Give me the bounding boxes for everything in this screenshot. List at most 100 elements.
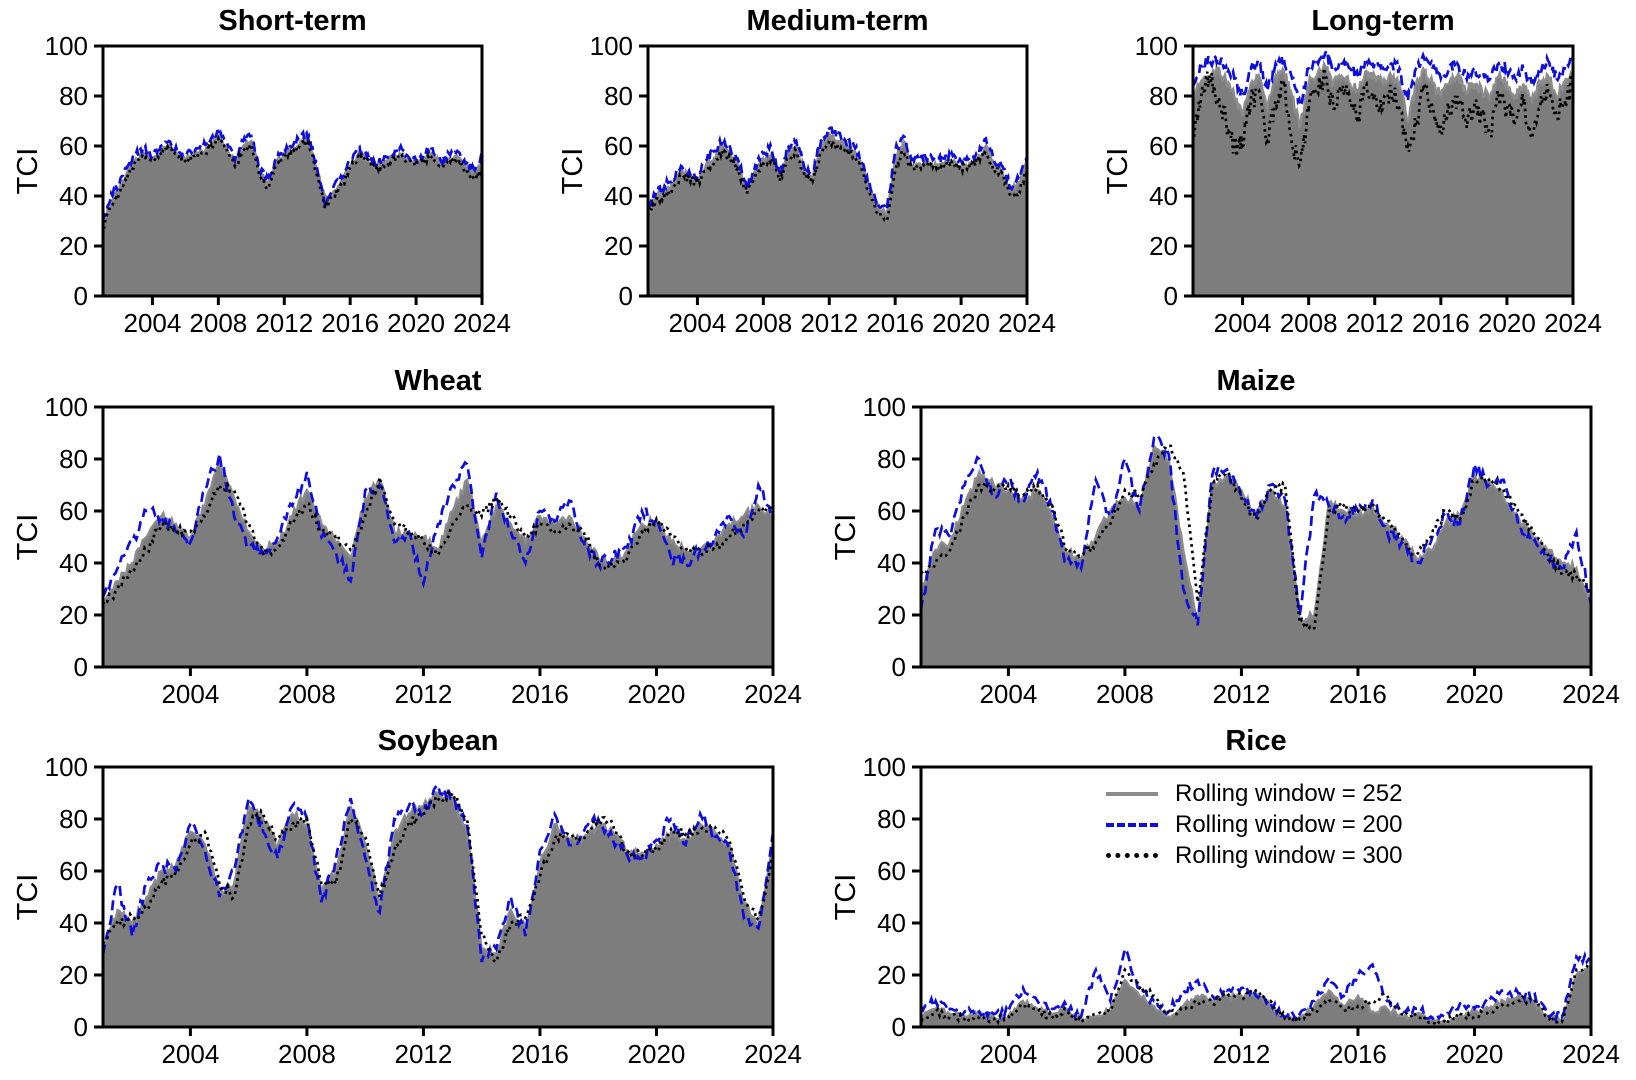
x-tick-label: 2016	[866, 308, 924, 338]
y-tick-label: 40	[604, 181, 633, 211]
series-line-rw200	[1193, 47, 1573, 111]
series-line-rw300	[103, 789, 773, 964]
y-tick-label: 20	[59, 231, 88, 261]
y-tick-label: 40	[1149, 181, 1178, 211]
x-tick-label: 2020	[628, 1039, 686, 1069]
soybean-plot: 0 20 40 60 80 100 2004 2008 2012 2016 2020 2024	[45, 752, 802, 1069]
series-group	[921, 434, 1591, 667]
panel-title: Wheat	[394, 365, 482, 397]
y-tick-label: 80	[877, 804, 906, 834]
y-tick-label: 60	[604, 131, 633, 161]
y-tick-label: 40	[877, 548, 906, 578]
y-tick-label: 40	[877, 908, 906, 938]
series-group	[648, 124, 1027, 296]
x-tick-label: 2008	[1280, 308, 1338, 338]
x-tick-label: 2008	[278, 679, 336, 709]
panel-long-term: Long-term TCI 0 20 40 60 80 100 2004 2008 2012 20…	[1090, 0, 1636, 360]
series-line-rw200	[921, 945, 1591, 1025]
y-tick-label: 80	[59, 81, 88, 111]
y-tick-label: 100	[1135, 31, 1178, 61]
x-tick-label: 2012	[1213, 1039, 1271, 1069]
y-tick-label: 40	[59, 908, 88, 938]
x-tick-label: 2012	[255, 308, 313, 338]
y-tick-label: 100	[45, 392, 88, 422]
series-line-rw300	[921, 444, 1591, 633]
legend-item-rw300: Rolling window = 300	[1106, 840, 1402, 871]
x-tick-label: 2020	[1446, 679, 1504, 709]
panel-short-term: Short-term TCI 0 20 40 60 80 100 2004 2008 2012 2…	[0, 0, 545, 360]
x-tick-label: 2004	[161, 1039, 219, 1069]
series-line-rw200	[648, 124, 1027, 210]
series-area-rw252	[648, 133, 1027, 296]
y-tick-label: 100	[45, 31, 88, 61]
panel-title: Long-term	[1311, 5, 1455, 37]
series-line-rw252	[1193, 60, 1573, 129]
x-tick-label: 2024	[744, 1039, 802, 1069]
y-tick-label: 80	[59, 804, 88, 834]
y-tick-label: 0	[1164, 281, 1178, 311]
y-tick-label: 20	[59, 960, 88, 990]
y-tick-label: 100	[863, 752, 906, 782]
x-tick-label: 2004	[1214, 308, 1272, 338]
series-group	[1193, 47, 1573, 296]
x-tick-label: 2012	[800, 308, 858, 338]
plot-box	[919, 765, 1593, 1029]
series-group	[103, 128, 482, 296]
x-tick-label: 2004	[669, 308, 727, 338]
legend-line-dotted-icon	[1106, 853, 1158, 858]
x-tick-label: 2020	[1446, 1039, 1504, 1069]
plot-box	[101, 405, 775, 669]
x-tick-label: 2008	[189, 308, 247, 338]
y-tick-label: 100	[590, 31, 633, 61]
y-tick-label: 20	[604, 231, 633, 261]
x-tick-label: 2024	[1562, 1039, 1620, 1069]
series-line-rw300	[103, 134, 482, 230]
x-tick-label: 2016	[1329, 1039, 1387, 1069]
x-tick-label: 2004	[979, 679, 1037, 709]
series-line-rw300	[103, 476, 773, 606]
x-tick-label: 2004	[979, 1039, 1037, 1069]
y-tick-label: 60	[59, 496, 88, 526]
wheat-plot: 0 20 40 60 80 100 2004 2008 2012 2016 2020 2024	[45, 392, 802, 709]
y-tick-label: 60	[59, 856, 88, 886]
legend-label: Rolling window = 252	[1175, 779, 1403, 807]
legend-label: Rolling window = 300	[1175, 841, 1403, 869]
series-line-rw252	[103, 461, 773, 604]
x-tick-label: 2012	[1346, 308, 1404, 338]
x-tick-label: 2020	[387, 308, 445, 338]
x-tick-label: 2024	[1562, 679, 1620, 709]
plot-box	[101, 44, 484, 298]
series-group	[921, 945, 1591, 1027]
y-tick-label: 0	[892, 652, 906, 682]
maize-plot: 0 20 40 60 80 100 2004 2008 2012 2016 2020 2024	[863, 392, 1620, 709]
panel-wheat: Wheat TCI 0 20 40 60 80 100 2004 2008 2012 2016 20…	[0, 360, 818, 720]
y-tick-label: 80	[1149, 81, 1178, 111]
x-tick-label: 2020	[932, 308, 990, 338]
x-tick-label: 2016	[511, 679, 569, 709]
panel-title: Soybean	[377, 725, 499, 757]
y-tick-label: 40	[59, 548, 88, 578]
series-area-rw252	[921, 446, 1591, 667]
series-line-rw252	[648, 131, 1027, 217]
panel-title: Rice	[1225, 725, 1287, 757]
series-line-rw200	[103, 782, 773, 963]
long-term-plot: 0 20 40 60 80 100 2004 2008 2012 2016 2020 2024	[1135, 31, 1602, 338]
x-tick-label: 2004	[161, 679, 219, 709]
series-area-rw252	[103, 134, 482, 296]
panel-rice: Rice TCI 0 20 40 60 80 100 2004 2008 2012 2016 202…	[818, 720, 1636, 1080]
y-tick-label: 60	[1149, 131, 1178, 161]
plot-box	[919, 405, 1593, 669]
x-tick-label: 2008	[1096, 1039, 1154, 1069]
panel-maize: Maize TCI 0 20 40 60 80 100 2004 2008 2012 2016 20…	[818, 360, 1636, 720]
y-tick-label: 100	[45, 752, 88, 782]
y-tick-label: 100	[863, 392, 906, 422]
x-tick-label: 2024	[453, 308, 511, 338]
x-tick-label: 2016	[321, 308, 379, 338]
legend-line-dashed-icon	[1106, 822, 1158, 827]
x-tick-label: 2020	[628, 679, 686, 709]
legend-label: Rolling window = 200	[1175, 810, 1403, 838]
y-tick-label: 20	[59, 600, 88, 630]
panel-title: Short-term	[218, 5, 367, 37]
plot-box	[101, 765, 775, 1029]
y-tick-label: 0	[74, 1012, 88, 1042]
